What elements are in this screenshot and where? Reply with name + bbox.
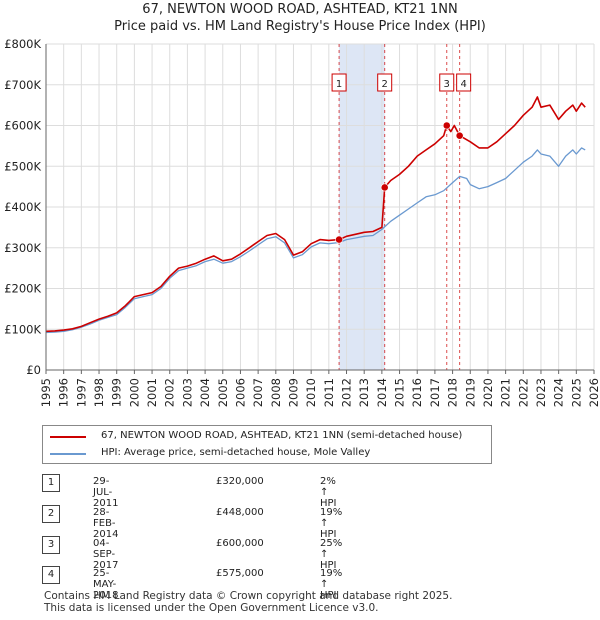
legend-swatch-property [50,436,86,438]
x-tick-label: 2022 [516,378,530,407]
sale-marker-box [331,73,347,92]
sale-hpi-change: 2% ↑ HPI [320,476,337,509]
x-tick-label: 2015 [393,378,407,407]
y-tick-label: £600K [4,119,41,133]
chart-title-line2: Price paid vs. HM Land Registry's House … [114,19,486,34]
x-tick-label: 2002 [163,378,177,407]
footer-copyright: Contains HM Land Registry data © Crown c… [44,590,453,602]
sale-marker-number: 1 [336,79,342,90]
sale-price: £600,000 [216,538,264,549]
x-tick-label: 2017 [428,378,442,407]
sale-marker-number: 3 [444,79,450,90]
x-tick-label: 2007 [251,378,265,407]
sale-hpi-change: 19% ↑ HPI [320,507,343,540]
legend-label-property: 67, NEWTON WOOD ROAD, ASHTEAD, KT21 1NN … [101,430,463,441]
sale-number-badge: 2 [42,505,60,523]
sale-marker-box [439,73,455,92]
sale-date: 04-SEP-2017 [93,538,119,571]
property-series-line [45,96,586,333]
sale-marker-number: 2 [382,79,388,90]
sale-date: 29-JUL-2011 [93,476,119,509]
chart-legend: 67, NEWTON WOOD ROAD, ASHTEAD, KT21 1NN … [42,425,492,464]
chart-title-line1: 67, NEWTON WOOD ROAD, ASHTEAD, KT21 1NN [142,2,458,17]
x-tick-label: 2020 [481,378,495,407]
legend-swatch-hpi [50,453,86,455]
y-tick-label: £100K [4,322,41,336]
sale-marker-label: 3 [439,73,455,92]
x-tick-label: 2000 [127,378,141,407]
sale-price: £575,000 [216,568,264,579]
x-tick-label: 2019 [463,378,477,407]
sale-number-badge: 4 [42,566,60,584]
sale-marker-number: 4 [460,79,466,90]
x-tick-label: 2004 [198,378,212,407]
x-tick-label: 2025 [569,378,583,407]
x-tick-label: 2008 [269,378,283,407]
y-tick-label: £400K [4,200,41,214]
sale-marker-label: 1 [331,73,347,92]
x-tick-label: 2001 [145,378,159,407]
x-tick-label: 2023 [534,378,548,407]
x-tick-label: 2016 [410,378,424,407]
sale-point [455,131,464,140]
y-tick-label: £200K [4,282,41,296]
sale-marker-box [377,73,393,92]
x-tick-label: 2011 [322,378,336,407]
x-tick-label: 2003 [180,378,194,407]
sale-price: £320,000 [216,476,264,487]
sale-point [380,183,389,192]
sale-hpi-change: 19% ↑ HPI [320,568,343,601]
sale-marker-box [456,73,472,92]
x-tick-label: 1997 [74,378,88,407]
sale-number-badge: 3 [42,536,60,554]
x-tick-label: 2018 [446,378,460,407]
x-tick-label: 2010 [304,378,318,407]
sale-date: 28-FEB-2014 [93,507,119,540]
sale-number-badge: 1 [42,474,60,492]
hpi-series-line [45,147,586,334]
x-tick-label: 1995 [39,378,53,407]
sale-date: 25-MAY-2018 [93,568,119,601]
sale-marker-label: 2 [377,73,393,92]
x-tick-label: 2024 [552,378,566,407]
x-tick-label: 1999 [110,378,124,407]
y-tick-label: £800K [4,37,41,51]
sale-marker-label: 4 [456,73,472,92]
x-tick-label: 2012 [340,378,354,407]
y-tick-label: £700K [4,78,41,92]
sale-point [335,235,343,244]
x-tick-label: 1998 [92,378,106,407]
x-tick-label: 2006 [233,378,247,407]
x-tick-label: 2005 [216,378,230,407]
y-tick-label: £500K [4,159,41,173]
footer-licence: This data is licensed under the Open Gov… [44,602,379,614]
x-tick-label: 2026 [587,378,600,407]
y-tick-label: £300K [4,241,41,255]
sale-hpi-change: 25% ↑ HPI [320,538,343,571]
sale-point [442,121,451,130]
x-tick-label: 2014 [375,378,389,407]
x-tick-label: 1996 [57,378,71,407]
legend-label-hpi: HPI: Average price, semi-detached house,… [101,447,371,458]
y-tick-label: £0 [26,363,41,377]
x-tick-label: 2009 [286,378,300,407]
x-tick-label: 2021 [499,378,513,407]
x-tick-label: 2013 [357,378,371,407]
sale-price: £448,000 [216,507,264,518]
